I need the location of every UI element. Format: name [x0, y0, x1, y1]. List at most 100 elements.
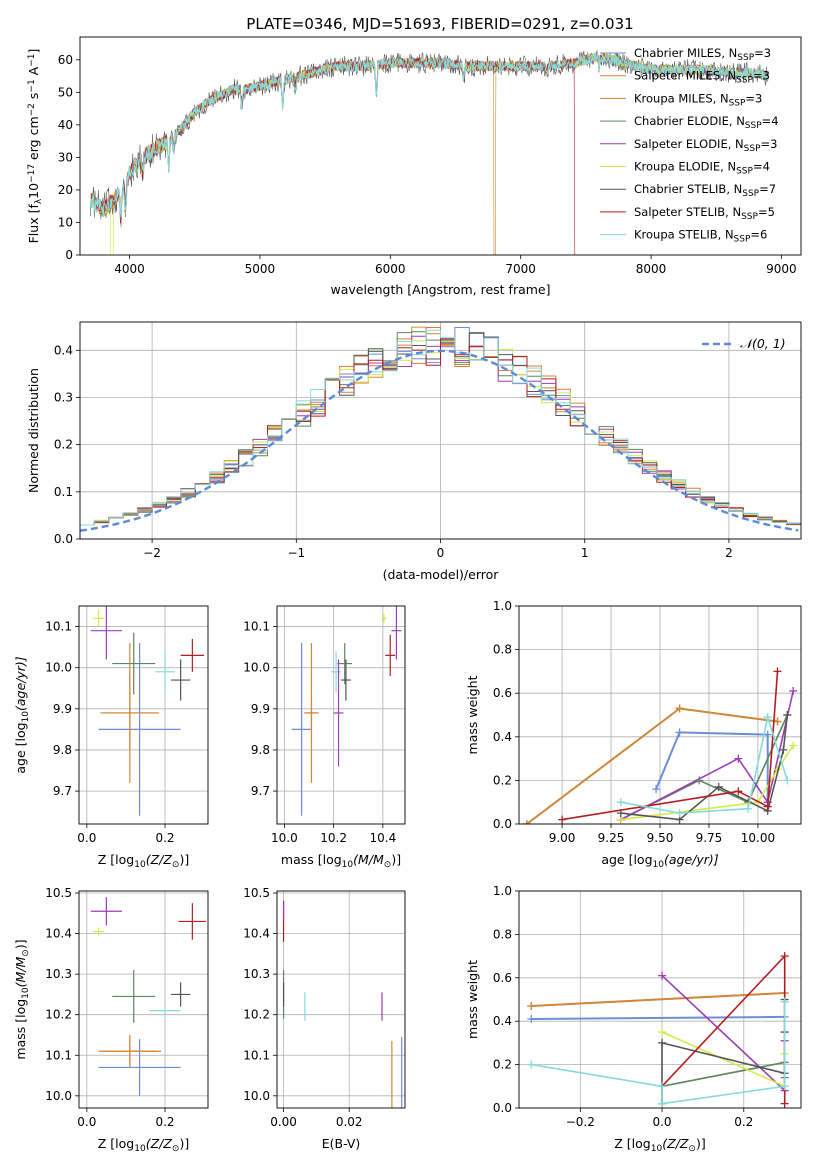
series-marker	[779, 745, 788, 754]
x-tick-label: 0.2	[734, 1115, 753, 1129]
label-part: ⊙	[384, 860, 392, 870]
label-part: Salpeter ELODIE,	[634, 137, 735, 151]
label-part: 10	[21, 987, 31, 999]
label-part: Chabrier ELODIE,	[634, 114, 736, 128]
series-path	[561, 671, 779, 821]
series-marker	[783, 711, 792, 719]
y-tick-label: 0.0	[493, 1101, 512, 1115]
y-tick-label: 9.8	[251, 743, 270, 757]
label-part: N	[736, 114, 745, 128]
series-line	[558, 667, 782, 824]
series-marker	[734, 787, 743, 796]
x-axis-label: mass [log10(M/M⊙)]	[281, 852, 401, 870]
label-part: Kroupa STELIB,	[634, 228, 725, 242]
series-marker	[527, 1015, 536, 1024]
legend-entry: Chabrier MILES, NSSP=3	[634, 46, 771, 63]
y-tick-label: 9.9	[53, 702, 72, 716]
y-tick-label: 0.2	[493, 1058, 512, 1072]
series-marker	[658, 1099, 667, 1108]
legend-entry: Chabrier ELODIE, NSSP=4	[634, 114, 779, 131]
label-part: A	[26, 66, 41, 79]
x-tick-label: 10.2	[320, 831, 347, 845]
label-part: Z [log	[98, 1136, 134, 1151]
y-tick-label: 10.5	[45, 886, 72, 900]
label-part: 10	[651, 1144, 663, 1154]
y-tick-label: 30	[58, 150, 73, 164]
x-tick-label: 10.0	[271, 831, 298, 845]
error-point	[90, 606, 122, 660]
series-marker	[658, 1038, 667, 1047]
error-point	[391, 606, 402, 660]
error-point	[180, 638, 205, 672]
label-part: SSP	[734, 235, 751, 245]
label-part: age [log	[601, 852, 652, 867]
series-path	[661, 1031, 786, 1088]
x-tick-label: 0.2	[155, 1115, 174, 1129]
x-tick-label: 6000	[375, 262, 406, 276]
label-part: Salpeter MILES,	[634, 69, 727, 83]
y-tick-label: 50	[58, 85, 73, 99]
y-tick-label: 10.0	[45, 661, 72, 675]
series-path	[526, 707, 778, 824]
error-point	[381, 614, 387, 623]
axes-frame	[276, 605, 406, 825]
series-line	[616, 711, 792, 824]
series-marker	[658, 1028, 667, 1037]
x-axis-label: age [log10(age/yr)]	[601, 852, 718, 870]
series-marker	[744, 804, 753, 813]
series-marker	[675, 728, 684, 737]
series-marker	[789, 741, 798, 750]
axes-frame	[518, 890, 802, 1109]
label-part: )]	[696, 1136, 706, 1151]
label-part: 10	[342, 860, 354, 870]
error-point	[102, 1039, 158, 1064]
error-point	[149, 1006, 181, 1015]
label-part: 10	[134, 860, 146, 870]
y-tick-label: 0.2	[493, 773, 512, 787]
histogram-step	[80, 329, 801, 539]
x-tick-label: 2	[725, 546, 733, 560]
x-tick-label: 8000	[636, 262, 667, 276]
series-marker	[527, 1002, 536, 1011]
label-part: ⊙	[688, 1144, 696, 1154]
series-marker	[675, 704, 684, 713]
x-tick-label: 0.0	[77, 831, 96, 845]
plot-area	[80, 326, 801, 539]
y-axis-label: Flux [fλ10−17 erg cm−2 s−1 A−1]	[26, 49, 44, 244]
series-path	[620, 690, 794, 821]
series-marker	[780, 1099, 789, 1108]
axes-frame	[79, 36, 802, 256]
label-part: N	[732, 205, 741, 219]
legend-entry: Kroupa STELIB, NSSP=6	[634, 228, 767, 245]
y-tick-label: 1.0	[493, 599, 512, 613]
error-point	[102, 643, 158, 783]
series-marker	[763, 802, 772, 811]
x-tick-label: −2	[143, 546, 161, 560]
legend-entry: Salpeter ELODIE, NSSP=3	[634, 137, 777, 154]
label-part: SSP	[741, 212, 758, 222]
y-tick-label: 0.0	[54, 532, 73, 546]
series-marker	[780, 997, 789, 1006]
y-tick-label: 0.8	[493, 927, 512, 941]
label-part: N	[735, 137, 744, 151]
x-tick-label: 5000	[245, 262, 276, 276]
error-point	[98, 643, 181, 816]
x-axis-label: Z [log10(Z/Z⊙)]	[98, 852, 189, 870]
residuals-panel: −2 −1 0 1 2 0.0 0.1 0.2 0.3 0.4 𝒩(0, 1) (data-model…	[26, 321, 802, 582]
series-path	[526, 707, 778, 824]
x-axis-label: wavelength [Angstrom, rest frame]	[330, 282, 550, 297]
y-tick-label: 10.3	[45, 967, 72, 981]
label-part: SSP	[729, 98, 746, 108]
label-part: Salpeter STELIB,	[634, 205, 732, 219]
label-part: −17	[27, 164, 37, 183]
label-part: (age/yr)]	[664, 852, 719, 867]
label-part: =3	[753, 69, 770, 83]
y-tick-label: 10.0	[243, 661, 270, 675]
y-tick-label: 10.3	[243, 967, 270, 981]
axes-frame	[79, 321, 802, 540]
label-part: (M/M	[13, 957, 28, 988]
x-tick-label: 9.00	[549, 831, 576, 845]
gaussian-curve	[80, 349, 799, 532]
label-part: N	[720, 91, 729, 105]
